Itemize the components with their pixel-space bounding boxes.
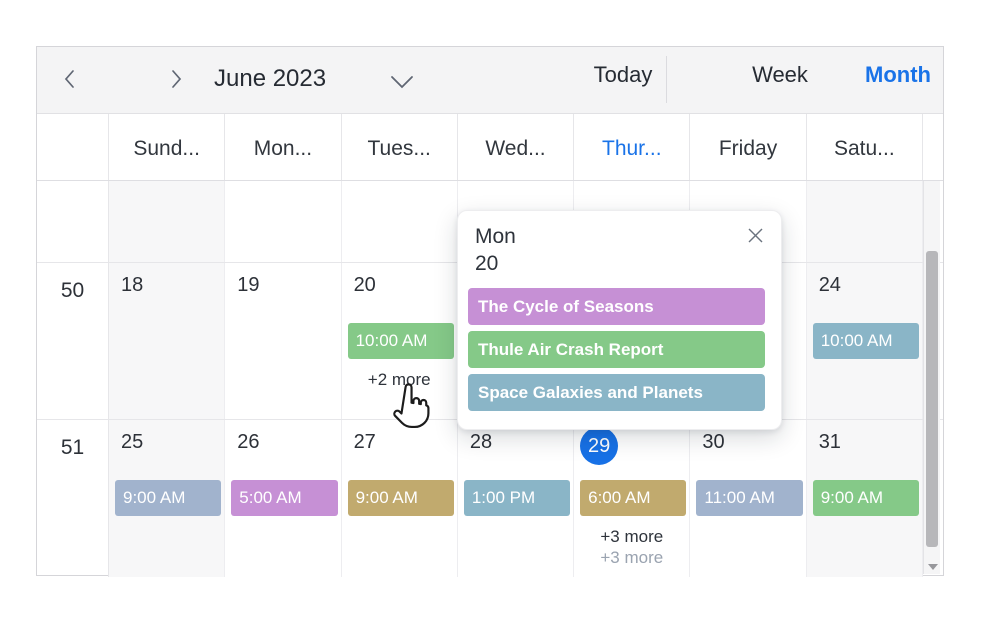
day-cell[interactable]: 24 10:00 AM bbox=[806, 263, 923, 419]
next-month-button[interactable] bbox=[154, 58, 198, 102]
popup-event-chip[interactable]: Thule Air Crash Report bbox=[468, 331, 765, 368]
today-date-circle[interactable]: 29 bbox=[580, 427, 619, 465]
calendar-toolbar: June 2023 Today Week Month bbox=[37, 47, 943, 114]
popup-header: Mon 20 bbox=[458, 211, 781, 283]
month-grid: 50 18 19 20 10:00 AM +2 more 24 10:00 AM… bbox=[37, 181, 943, 577]
popup-event-list: The Cycle of Seasons Thule Air Crash Rep… bbox=[458, 283, 781, 411]
vertical-scrollbar[interactable] bbox=[923, 181, 940, 574]
week-view-button[interactable]: Week bbox=[730, 62, 830, 88]
hand-pointer-icon bbox=[391, 383, 431, 437]
event-chip[interactable]: 9:00 AM bbox=[115, 480, 222, 516]
chevron-right-icon bbox=[166, 68, 186, 93]
date-number[interactable]: 20 bbox=[353, 274, 376, 296]
day-cell[interactable]: 30 11:00 AM bbox=[690, 420, 807, 577]
popup-day-label: Mon bbox=[475, 225, 516, 248]
popup-date-label: 20 bbox=[475, 252, 499, 275]
week-number: 50 bbox=[37, 263, 109, 419]
date-number[interactable]: 18 bbox=[121, 274, 144, 296]
scrollbar-thumb[interactable] bbox=[926, 251, 938, 547]
event-chip[interactable]: 10:00 AM bbox=[812, 323, 919, 359]
day-cell[interactable]: 20 10:00 AM +2 more bbox=[341, 263, 458, 419]
day-header-sunday[interactable]: Sund... bbox=[109, 114, 226, 180]
date-number[interactable]: 26 bbox=[237, 431, 260, 453]
date-number[interactable]: 25 bbox=[121, 431, 144, 453]
event-chip[interactable]: 10:00 AM bbox=[347, 323, 454, 359]
day-cell[interactable]: 27 9:00 AM bbox=[341, 420, 458, 577]
chevron-down-icon[interactable] bbox=[389, 74, 415, 95]
week-number: 51 bbox=[37, 420, 109, 577]
day-cell[interactable]: 19 bbox=[225, 263, 342, 419]
date-number[interactable]: 19 bbox=[237, 274, 260, 296]
event-chip[interactable]: 9:00 AM bbox=[812, 480, 919, 516]
calendar-title[interactable]: June 2023 bbox=[214, 65, 327, 92]
date-number[interactable]: 24 bbox=[818, 274, 841, 296]
day-header-tuesday[interactable]: Tues... bbox=[342, 114, 458, 180]
event-chip[interactable]: 6:00 AM bbox=[580, 480, 687, 516]
popup-event-chip[interactable]: The Cycle of Seasons bbox=[468, 288, 765, 325]
day-cell[interactable] bbox=[341, 181, 458, 262]
close-button[interactable] bbox=[741, 223, 769, 251]
day-cell[interactable]: 26 5:00 AM bbox=[225, 420, 342, 577]
day-header-row: Sund... Mon... Tues... Wed... Thur... Fr… bbox=[37, 114, 943, 181]
event-chip[interactable]: 11:00 AM bbox=[696, 480, 803, 516]
triangle-down-icon[interactable] bbox=[928, 564, 938, 570]
day-cell[interactable]: 25 9:00 AM bbox=[109, 420, 226, 577]
week-number-header bbox=[37, 114, 109, 180]
day-header-monday[interactable]: Mon... bbox=[225, 114, 342, 180]
day-cell[interactable]: 31 9:00 AM bbox=[806, 420, 923, 577]
event-chip[interactable]: 9:00 AM bbox=[347, 480, 454, 516]
close-icon bbox=[747, 227, 764, 247]
month-view-button[interactable]: Month bbox=[843, 62, 953, 88]
day-header-saturday[interactable]: Satu... bbox=[807, 114, 923, 180]
date-number[interactable]: 27 bbox=[353, 431, 376, 453]
date-number[interactable]: 28 bbox=[469, 431, 493, 453]
more-events-link[interactable]: +3 more bbox=[600, 527, 664, 546]
day-cell[interactable] bbox=[806, 181, 923, 262]
date-number[interactable]: 31 bbox=[818, 431, 841, 453]
day-cell[interactable] bbox=[225, 181, 342, 262]
toolbar-divider bbox=[666, 56, 667, 103]
event-chip[interactable]: 5:00 AM bbox=[231, 480, 338, 516]
popup-event-chip[interactable]: Space Galaxies and Planets bbox=[468, 374, 765, 411]
more-events-link[interactable]: +2 more bbox=[367, 370, 431, 389]
event-chip[interactable]: 1:00 PM bbox=[463, 480, 571, 516]
today-button[interactable]: Today bbox=[573, 62, 673, 88]
day-cell[interactable]: 18 bbox=[109, 263, 226, 419]
day-cell-today[interactable]: 29 6:00 AM +3 more +3 more bbox=[574, 420, 691, 577]
day-header-wednesday[interactable]: Wed... bbox=[458, 114, 575, 180]
day-header-thursday[interactable]: Thur... bbox=[574, 114, 691, 180]
week-number bbox=[37, 181, 109, 262]
chevron-left-icon bbox=[60, 68, 80, 93]
day-cell[interactable]: 28 1:00 PM bbox=[457, 420, 575, 577]
date-number[interactable]: 30 bbox=[702, 431, 725, 453]
week-row: 51 25 9:00 AM 26 5:00 AM 27 9:00 AM 28 1… bbox=[37, 420, 943, 577]
more-events-popup: Mon 20 The Cycle of Seasons Thule Air Cr… bbox=[457, 210, 782, 430]
calendar: June 2023 Today Week Month Sund... Mon..… bbox=[36, 46, 944, 577]
more-events-overflow: +3 more bbox=[600, 548, 664, 567]
prev-month-button[interactable] bbox=[48, 58, 92, 102]
day-cell[interactable] bbox=[109, 181, 226, 262]
day-header-friday[interactable]: Friday bbox=[690, 114, 807, 180]
